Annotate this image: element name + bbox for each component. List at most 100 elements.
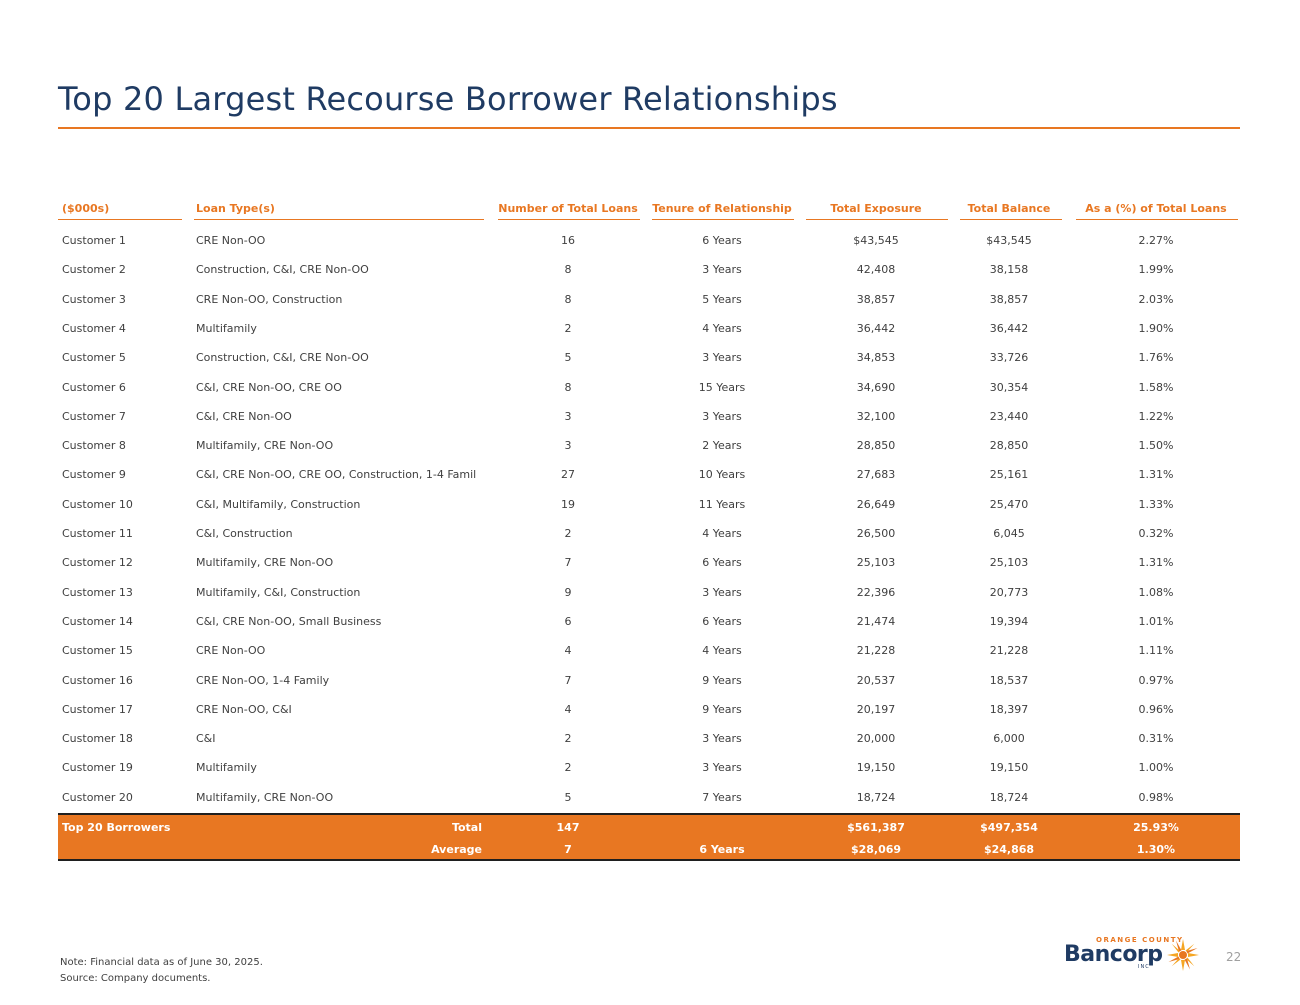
table-cell: 19,394 xyxy=(989,614,1029,628)
table-cell: 21,228 xyxy=(856,644,896,658)
table-cell: 34,853 xyxy=(856,351,896,365)
table-cell: Customer 1 xyxy=(62,234,126,247)
table-cell: 7 xyxy=(564,556,572,570)
header-underline xyxy=(960,219,1062,220)
table-cell: 6 xyxy=(564,614,572,628)
table-cell: 22,396 xyxy=(856,585,896,599)
table-cell: 3 xyxy=(564,439,572,453)
table-cell: 18,537 xyxy=(989,673,1029,687)
table-cell: 2 xyxy=(564,732,572,746)
logo-main-text: Bancorp xyxy=(1064,942,1163,967)
logo-inc-text: INC xyxy=(1138,964,1150,970)
table-cell: 20,537 xyxy=(856,673,896,687)
table-cell: 8 xyxy=(564,263,572,277)
table-cell: 3 Years xyxy=(702,409,742,423)
table-cell: CRE Non-OO xyxy=(196,644,266,658)
total-balance: $497,354 xyxy=(980,821,1038,834)
table-cell: CRE Non-OO xyxy=(196,234,266,247)
table-cell: 25,103 xyxy=(856,556,896,570)
table-cell: CRE Non-OO, Construction xyxy=(196,292,343,306)
table-cell: 9 Years xyxy=(702,673,742,687)
table-cell: C&I, CRE Non-OO, CRE OO xyxy=(196,380,342,394)
table-cell: 15 Years xyxy=(698,380,746,394)
table-cell: 1.99% xyxy=(1138,263,1174,277)
header-underline xyxy=(806,219,948,220)
average-tenure: 6 Years xyxy=(699,843,745,856)
table-cell: 0.98% xyxy=(1138,790,1174,804)
table-cell: 4 Years xyxy=(702,321,742,335)
page-number: 22 xyxy=(1226,950,1242,964)
table-row: Customer 15 CRE Non-OO 4 4 Years 21,228 21,22… xyxy=(58,641,1240,661)
table-cell: 3 Years xyxy=(702,585,742,599)
table-cell: 6,045 xyxy=(993,527,1025,540)
footnote-note: Note: Financial data as of June 30, 2025… xyxy=(60,957,263,968)
table-cell: 36,442 xyxy=(989,321,1029,335)
table-cell: 0.32% xyxy=(1138,527,1174,540)
table-cell: 19,150 xyxy=(989,761,1029,775)
table-cell: 4 xyxy=(564,644,572,658)
table-cell: 1.90% xyxy=(1138,321,1174,335)
table-cell: Customer 11 xyxy=(62,527,133,540)
table-cell: Multifamily xyxy=(196,321,257,335)
table-cell: 38,158 xyxy=(989,263,1029,277)
totals-block: Top 20 Borrowers Total 147 $561,387 $497… xyxy=(58,813,1240,861)
table-cell: 20,773 xyxy=(989,585,1029,599)
table-cell: Customer 5 xyxy=(62,351,126,365)
table-cell: Customer 20 xyxy=(62,790,133,804)
table-cell: 3 Years xyxy=(702,351,742,365)
table-cell: C&I, CRE Non-OO, CRE OO, Construction, 1… xyxy=(196,468,477,482)
table-cell: 25,103 xyxy=(989,556,1029,570)
table-cell: 1.31% xyxy=(1138,468,1174,482)
table-row: Customer 12 Multifamily, CRE Non-OO 7 6 Yea… xyxy=(58,553,1240,573)
table-cell: 18,724 xyxy=(856,790,896,804)
total-loans: 147 xyxy=(556,821,580,834)
table-cell: Multifamily xyxy=(196,761,257,775)
table-cell: 7 xyxy=(564,673,572,687)
table-cell: 2 xyxy=(564,527,572,540)
table-cell: 9 Years xyxy=(702,702,742,716)
total-label: Total xyxy=(451,821,482,834)
table-cell: 27,683 xyxy=(856,468,896,482)
table-cell: Customer 18 xyxy=(62,732,133,746)
table-row: Customer 17 CRE Non-OO, C&I 4 9 Years 20,197… xyxy=(58,700,1240,720)
table-cell: 1.76% xyxy=(1138,351,1174,365)
table-cell: 7 Years xyxy=(702,790,742,804)
table-row: Customer 20 Multifamily, CRE Non-OO 5 7 Yea… xyxy=(58,788,1240,808)
table-cell: 25,161 xyxy=(989,468,1029,482)
table-cell: CRE Non-OO, C&I xyxy=(196,702,292,716)
table-cell: 36,442 xyxy=(856,321,896,335)
table-cell: 3 Years xyxy=(702,761,742,775)
header-cell: Number of Total Loans xyxy=(498,202,638,215)
table-row: Customer 8 Multifamily, CRE Non-OO 3 2 Year… xyxy=(58,436,1240,456)
table-cell: C&I, CRE Non-OO, Small Business xyxy=(196,614,382,628)
table-row: Customer 14 C&I, CRE Non-OO, Small Busine… xyxy=(58,612,1240,632)
table-cell: 11 Years xyxy=(698,497,746,511)
table-cell: 33,726 xyxy=(989,351,1029,365)
table-row: Customer 10 C&I, Multifamily, Constructio… xyxy=(58,495,1240,515)
table-header-row: ($000s) Loan Type(s) Number of Total Loa… xyxy=(58,199,1240,220)
table-cell: Multifamily, CRE Non-OO xyxy=(196,556,334,570)
table-cell: Multifamily, CRE Non-OO xyxy=(196,790,334,804)
table-cell: 34,690 xyxy=(856,380,896,394)
table-cell: Customer 3 xyxy=(62,292,126,306)
table-row: Customer 11 C&I, Construction 2 4 Years 26,5… xyxy=(58,524,1240,544)
header-underline xyxy=(1076,219,1238,220)
table-cell: 9 xyxy=(564,585,572,599)
table-row: Customer 4 Multifamily 2 4 Years 36,442 36,44… xyxy=(58,319,1240,339)
company-logo: ORANGE COUNTY Bancorp INC xyxy=(1064,936,1200,972)
table-cell: 42,408 xyxy=(856,263,896,277)
average-balance: $24,868 xyxy=(983,843,1035,856)
table-cell: 2 Years xyxy=(702,439,742,453)
table-cell: 25,470 xyxy=(989,497,1029,511)
table-cell: 19 xyxy=(561,497,575,511)
table-cell: $43,545 xyxy=(853,234,899,247)
average-label: Average xyxy=(431,843,482,856)
table-cell: Multifamily, CRE Non-OO xyxy=(196,439,334,453)
table-cell: Customer 17 xyxy=(62,702,133,716)
table-row: Customer 13 Multifamily, C&I, Constructio… xyxy=(58,583,1240,603)
table-cell: 1.33% xyxy=(1138,497,1174,511)
table-cell: 6 Years xyxy=(702,234,742,247)
table-cell: 3 Years xyxy=(702,263,742,277)
table-cell: 8 xyxy=(564,380,572,394)
footnote-source: Source: Company documents. xyxy=(60,973,211,984)
